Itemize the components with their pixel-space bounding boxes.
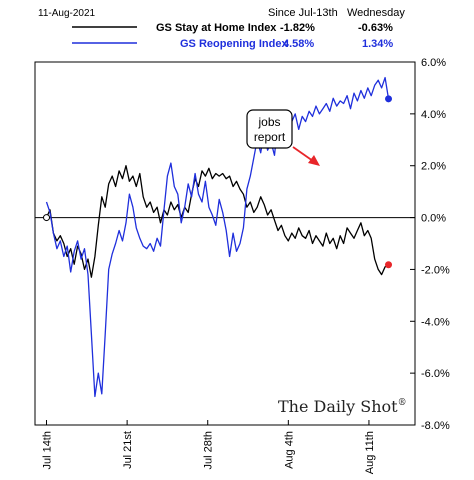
x-tick-label: Jul 28th — [203, 431, 215, 470]
annotation-arrow-shaft — [292, 146, 314, 162]
y-tick-label: -4.0% — [421, 316, 450, 328]
x-tick-label: Aug 11th — [364, 431, 376, 474]
plot-area — [34, 61, 416, 426]
y-tick-label: 4.0% — [421, 109, 446, 121]
date-stamp: 11-Aug-2021 — [38, 8, 96, 19]
y-tick-label: -2.0% — [421, 264, 450, 276]
y-tick-label: -6.0% — [421, 368, 450, 380]
series-line-stay-home — [45, 165, 389, 278]
end-point-reopening — [385, 95, 393, 103]
start-point — [43, 214, 51, 222]
legend-since-reopening: 4.58% — [283, 38, 314, 50]
series-line-reopening — [45, 76, 390, 398]
legend-header-since: Since Jul-13th — [268, 7, 338, 19]
legend-day-stay-home: -0.63% — [358, 22, 393, 34]
legend-day-reopening: 1.34% — [362, 38, 393, 50]
legend-series-reopening: GS Reopening Index — [180, 38, 288, 50]
x-axis: Jul 14th Jul 21st Jul 28th Aug 4th Aug 11th — [42, 420, 376, 474]
y-tick-label: -8.0% — [421, 420, 450, 432]
watermark: The Daily Shot® — [278, 397, 407, 416]
legend-series-stay-home: GS Stay at Home Index — [156, 22, 277, 34]
y-tick-label: 6.0% — [421, 57, 446, 69]
y-axis: 6.0% 4.0% 2.0% 0.0% -2.0% -4.0% -6.0% -8.0% — [410, 57, 450, 432]
annotation-arrow-head — [308, 155, 320, 166]
legend-header-day: Wednesday — [347, 7, 405, 19]
x-tick-label: Aug 4th — [283, 431, 295, 469]
series-layer — [43, 76, 393, 398]
y-tick-label: 2.0% — [421, 161, 446, 173]
end-point-stay-home — [385, 261, 393, 269]
x-tick-label: Jul 14th — [42, 431, 54, 470]
annotation-text-line2: report — [254, 130, 286, 144]
annotation-jobs-report: jobs report — [246, 109, 320, 166]
legend: 11-Aug-2021 Since Jul-13th Wednesday GS … — [38, 7, 405, 50]
y-tick-label: 0.0% — [421, 213, 446, 225]
annotation-box — [246, 109, 293, 149]
x-tick-label: Jul 21st — [122, 431, 134, 469]
watermark-mark: ® — [398, 398, 407, 408]
annotation-text-line1: jobs — [257, 115, 280, 129]
legend-since-stay-home: -1.82% — [280, 22, 315, 34]
